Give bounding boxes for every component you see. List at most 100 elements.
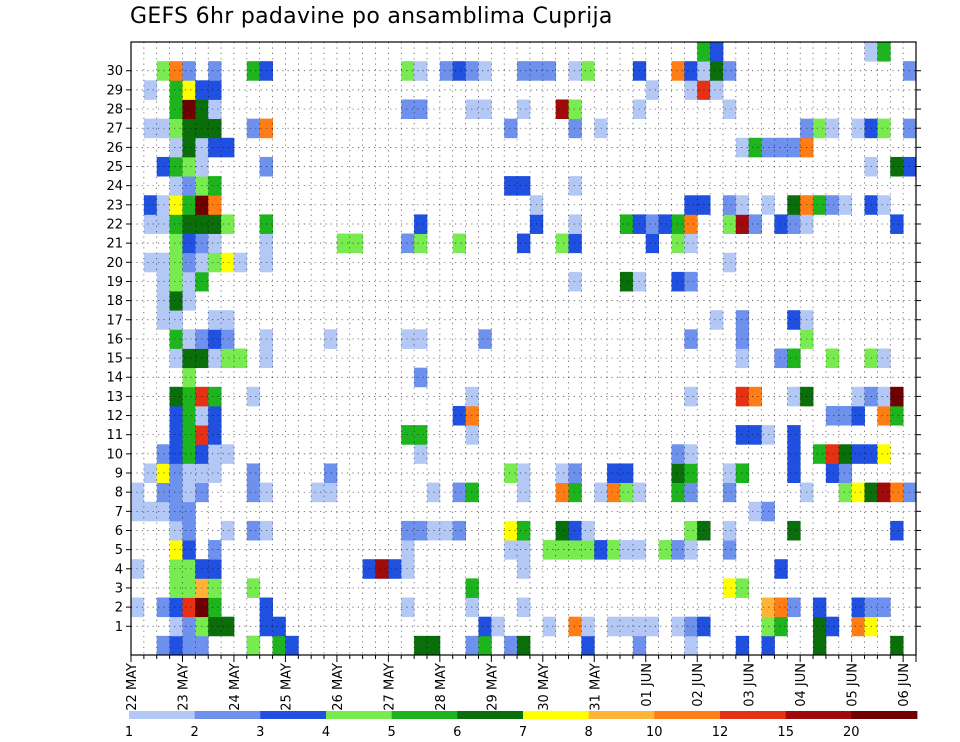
chart-title: GEFS 6hr padavine po ansamblima Cuprija xyxy=(130,4,613,29)
heatmap-cell xyxy=(169,310,183,330)
heatmap-cell xyxy=(787,444,801,464)
heatmap-cell xyxy=(671,482,685,503)
heatmap-cell xyxy=(658,214,672,234)
heatmap-cell xyxy=(517,463,531,483)
heatmap-cell xyxy=(478,616,492,637)
heatmap-cell xyxy=(735,214,750,234)
y-tick-label: 12 xyxy=(106,409,123,424)
colorbar-swatch xyxy=(457,711,524,719)
heatmap-cell xyxy=(838,482,853,503)
heatmap-cell xyxy=(697,42,711,62)
heatmap-cell xyxy=(748,137,762,158)
colorbar-swatch xyxy=(851,711,918,719)
heatmap-cell xyxy=(825,463,840,483)
heatmap-cell xyxy=(414,233,428,254)
heatmap-cell xyxy=(568,540,582,560)
heatmap-cell xyxy=(620,271,634,292)
heatmap-cell xyxy=(221,329,235,349)
heatmap-cell xyxy=(568,118,582,139)
grid-lines xyxy=(131,42,916,655)
heatmap-cell xyxy=(169,463,183,483)
heatmap-cell xyxy=(426,635,441,656)
heatmap-cell xyxy=(143,118,158,139)
heatmap-cell xyxy=(169,329,183,349)
heatmap-cell xyxy=(169,233,183,254)
x-tick-label: 06 JUN xyxy=(897,663,912,707)
heatmap-cell xyxy=(684,520,698,541)
heatmap-cell xyxy=(401,540,415,560)
heatmap-cell xyxy=(272,635,286,656)
heatmap-cell xyxy=(722,578,737,598)
heatmap-cell xyxy=(645,80,660,100)
heatmap-cell xyxy=(131,597,145,618)
heatmap-cell xyxy=(478,99,492,120)
heatmap-cell xyxy=(169,386,183,407)
colorbar-swatch xyxy=(260,711,327,719)
heatmap-cell xyxy=(735,137,750,158)
y-tick-label: 17 xyxy=(106,313,123,328)
heatmap-cell xyxy=(684,540,698,560)
heatmap-cell xyxy=(324,329,338,349)
heatmap-cell xyxy=(890,386,904,407)
heatmap-cell xyxy=(671,271,685,292)
heatmap-cell xyxy=(517,520,531,541)
heatmap-cell xyxy=(208,233,222,254)
heatmap-cell xyxy=(890,635,904,656)
y-tick-label: 29 xyxy=(106,83,123,98)
heatmap-cell xyxy=(182,176,196,196)
heatmap-cell xyxy=(722,214,737,234)
colorbar-label: 10 xyxy=(646,725,663,740)
heatmap-cell xyxy=(182,425,196,445)
heatmap-cell xyxy=(838,195,853,215)
heatmap-cell xyxy=(246,463,261,483)
heatmap-cell xyxy=(182,597,196,618)
y-tick-label: 30 xyxy=(106,64,123,79)
heatmap-cell xyxy=(671,61,685,81)
heatmap-cell xyxy=(671,214,685,234)
heatmap-cell xyxy=(246,635,261,656)
heatmap-cell xyxy=(735,635,750,656)
heatmap-cell xyxy=(555,99,569,120)
heatmap-cell xyxy=(710,310,724,330)
colorbar-swatch xyxy=(654,711,721,719)
heatmap-cell xyxy=(787,386,801,407)
colorbar-swatch xyxy=(326,711,393,719)
heatmap-cell xyxy=(169,118,183,139)
heatmap-cell xyxy=(517,482,531,503)
heatmap-cell xyxy=(401,99,415,120)
heatmap-cell xyxy=(568,463,582,483)
heatmap-cell xyxy=(131,482,145,503)
heatmap-cell xyxy=(414,444,428,464)
heatmap-cell xyxy=(735,386,750,407)
x-tick-label: 24 MAY xyxy=(228,663,243,711)
heatmap-cell xyxy=(620,616,634,637)
heatmap-cell xyxy=(517,635,531,656)
colorbar-label: 5 xyxy=(388,725,396,740)
heatmap-cell xyxy=(504,118,518,139)
heatmap-cell xyxy=(208,348,222,369)
heatmap-cell xyxy=(143,80,158,100)
heatmap-cell xyxy=(156,156,171,177)
heatmap-cell xyxy=(414,214,428,234)
heatmap-cell xyxy=(221,252,235,273)
heatmap-cell xyxy=(710,42,724,62)
heatmap-cell xyxy=(722,520,737,541)
heatmap-cell xyxy=(877,482,891,503)
heatmap-cell xyxy=(349,233,364,254)
heatmap-cell xyxy=(877,42,891,62)
heatmap-cell xyxy=(182,482,196,503)
heatmap-cell xyxy=(581,616,595,637)
heatmap-cell xyxy=(517,597,531,618)
heatmap-cell xyxy=(517,176,531,196)
heatmap-cell xyxy=(491,616,505,637)
y-tick-label: 19 xyxy=(106,275,123,290)
heatmap-cell xyxy=(555,233,569,254)
heatmap-cell xyxy=(542,61,557,81)
heatmap-cell xyxy=(774,559,788,579)
heatmap-cell xyxy=(156,635,171,656)
heatmap-cell xyxy=(645,616,660,637)
heatmap-cell xyxy=(838,463,853,483)
colorbar-swatch xyxy=(588,711,655,719)
heatmap-cell xyxy=(722,252,737,273)
heatmap-cell xyxy=(324,482,338,503)
